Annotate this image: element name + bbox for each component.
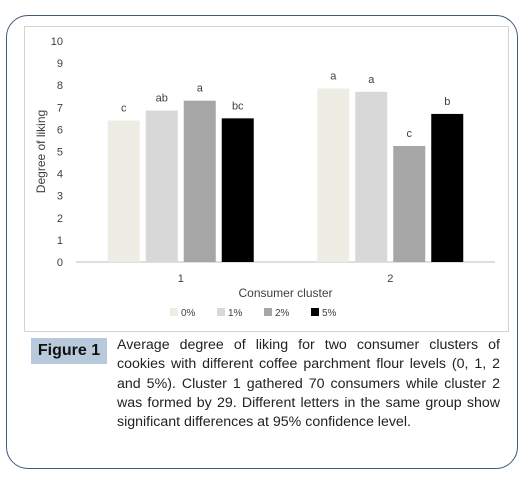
bar xyxy=(431,113,464,263)
significance-letter: bc xyxy=(232,100,244,112)
legend-label: 5% xyxy=(322,308,337,319)
significance-letter: ab xyxy=(156,93,168,105)
y-axis-title: Degree of liking xyxy=(34,110,48,193)
significance-letter: c xyxy=(121,103,127,115)
legend-swatch xyxy=(217,308,225,316)
x-axis-title: Consumer cluster xyxy=(238,286,332,300)
figure-caption: Average degree of liking for two consume… xyxy=(117,337,500,431)
bar xyxy=(317,88,350,262)
y-tick-label: 8 xyxy=(57,80,63,92)
significance-letter: b xyxy=(444,96,450,108)
legend-swatch xyxy=(264,308,272,316)
bar xyxy=(107,120,140,262)
legend-swatch xyxy=(311,308,319,316)
significance-letter: c xyxy=(407,128,413,140)
bar xyxy=(145,110,178,263)
x-tick-label: 2 xyxy=(387,273,393,285)
x-tick-label: 1 xyxy=(178,273,184,285)
y-tick-label: 3 xyxy=(57,191,63,203)
y-tick-label: 9 xyxy=(57,58,63,70)
y-tick-label: 2 xyxy=(57,213,63,225)
legend-label: 2% xyxy=(275,308,290,319)
legend-label: 0% xyxy=(181,308,196,319)
y-tick-label: 10 xyxy=(51,36,63,48)
bar xyxy=(393,145,426,262)
significance-letter: a xyxy=(368,74,375,86)
significance-letter: a xyxy=(197,83,204,95)
legend-label: 1% xyxy=(228,308,243,319)
y-tick-label: 7 xyxy=(57,102,63,114)
figure-label: Figure 1 xyxy=(31,338,107,364)
bar xyxy=(355,91,388,262)
bar xyxy=(221,118,254,262)
y-tick-label: 5 xyxy=(57,147,63,159)
y-tick-label: 4 xyxy=(57,169,63,181)
y-tick-label: 0 xyxy=(57,257,63,269)
legend-swatch xyxy=(170,308,178,316)
y-tick-label: 6 xyxy=(57,124,63,136)
bar xyxy=(183,100,216,262)
significance-letter: a xyxy=(330,71,337,83)
y-tick-label: 1 xyxy=(57,235,63,247)
chart-area xyxy=(24,26,509,332)
